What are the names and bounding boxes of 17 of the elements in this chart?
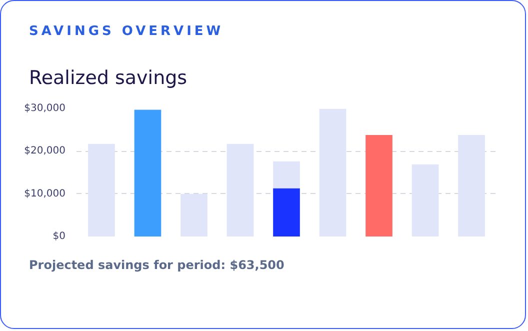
bar bbox=[226, 144, 254, 236]
bar bbox=[273, 161, 300, 188]
text: Projected savings for period: $63,500 bbox=[29, 257, 284, 274]
chart-title: SAVINGS OVERVIEW bbox=[29, 23, 224, 41]
bar bbox=[180, 194, 208, 236]
bar bbox=[319, 108, 346, 236]
bar bbox=[458, 134, 485, 236]
bar bbox=[366, 134, 392, 236]
bar bbox=[273, 188, 300, 236]
bar bbox=[134, 110, 162, 236]
chart-subtitle: Realized savings bbox=[29, 66, 188, 91]
bar bbox=[88, 144, 115, 236]
y-tick-label: $30,000 bbox=[24, 103, 66, 114]
y-tick-label: $20,000 bbox=[24, 146, 66, 157]
bar bbox=[412, 164, 439, 236]
y-tick-label: $10,000 bbox=[24, 188, 66, 200]
y-tick-label: $0 bbox=[52, 231, 66, 242]
